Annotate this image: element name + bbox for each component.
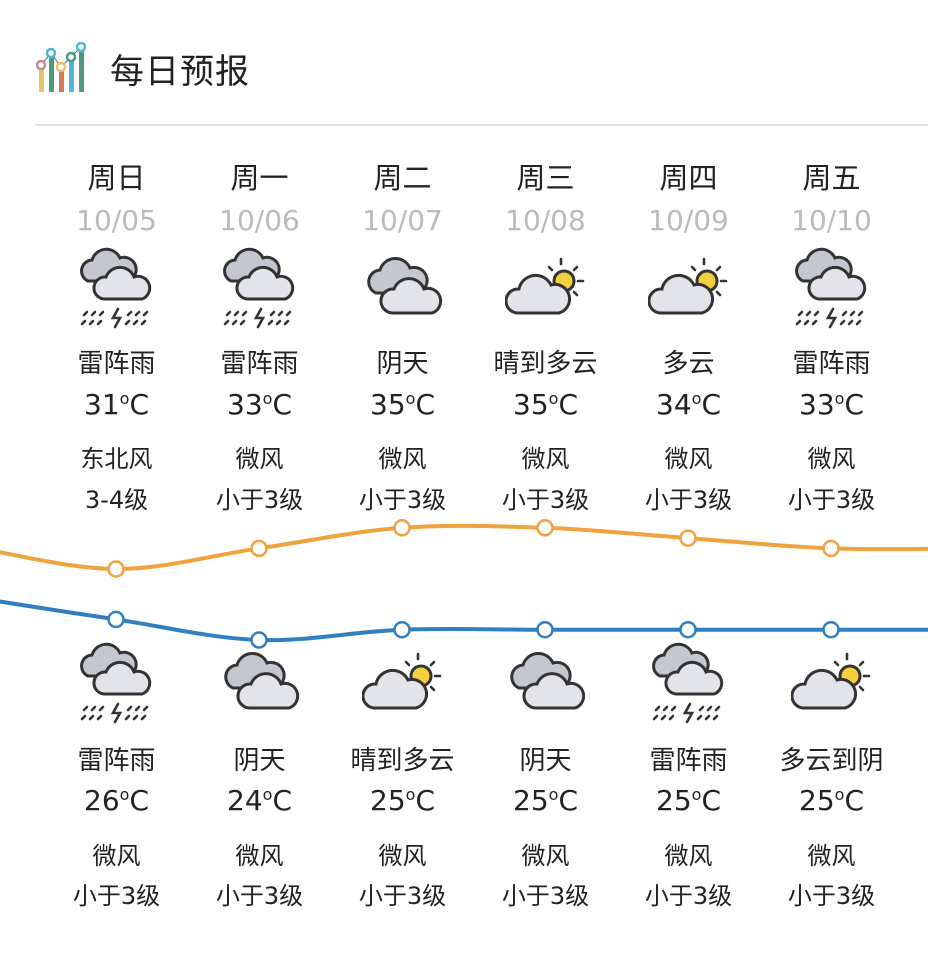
day-condition: 雷阵雨 bbox=[77, 349, 156, 379]
bar-chart-icon bbox=[36, 42, 87, 92]
day-wind-direction: 微风 bbox=[235, 445, 284, 473]
night-wind-level: 小于3级 bbox=[787, 882, 876, 910]
day-condition: 多云 bbox=[662, 349, 715, 379]
day-wind-direction: 东北风 bbox=[80, 445, 153, 473]
high-temp: 34oC bbox=[656, 388, 721, 421]
date: 10/05 bbox=[76, 204, 157, 237]
low-temp-point bbox=[107, 610, 125, 629]
low-temp-point bbox=[393, 620, 411, 639]
night-wind-direction: 微风 bbox=[378, 842, 427, 870]
low-temp-point bbox=[250, 631, 268, 649]
night-wind-direction: 微风 bbox=[807, 842, 856, 870]
high-temp-point bbox=[822, 539, 840, 558]
night-condition: 晴到多云 bbox=[350, 746, 455, 776]
weekday: 周三 bbox=[516, 161, 575, 195]
high-temp: 33oC bbox=[799, 388, 864, 421]
day-wind-direction: 微风 bbox=[664, 445, 713, 473]
day-wind-level: 3-4级 bbox=[84, 486, 149, 514]
high-temp-point bbox=[536, 519, 554, 537]
day-wind-level: 小于3级 bbox=[787, 486, 876, 514]
low-temp: 24oC bbox=[227, 784, 292, 817]
low-temp: 26oC bbox=[84, 784, 149, 817]
night-wind-level: 小于3级 bbox=[644, 882, 733, 910]
weekday: 周四 bbox=[659, 161, 718, 195]
night-wind-level: 小于3级 bbox=[215, 882, 304, 910]
low-temp-point bbox=[536, 620, 554, 639]
high-temp-point bbox=[107, 560, 125, 578]
date: 10/07 bbox=[362, 204, 443, 237]
day-wind-level: 小于3级 bbox=[644, 486, 733, 514]
high-temp: 33oC bbox=[227, 388, 292, 421]
day-condition: 阴天 bbox=[376, 349, 429, 379]
high-temp-point bbox=[393, 519, 411, 537]
high-temp-point bbox=[679, 529, 697, 547]
high-temp-line bbox=[0, 523, 928, 572]
low-temp: 25oC bbox=[799, 784, 864, 817]
section-header: 每日预报 bbox=[36, 40, 250, 96]
day-condition: 雷阵雨 bbox=[220, 349, 299, 379]
section-title: 每日预报 bbox=[110, 51, 250, 92]
low-temp: 25oC bbox=[513, 784, 578, 817]
date: 10/06 bbox=[219, 204, 300, 237]
night-wind-direction: 微风 bbox=[235, 842, 284, 870]
night-wind-direction: 微风 bbox=[664, 842, 713, 870]
night-wind-direction: 微风 bbox=[521, 842, 570, 870]
night-condition: 多云到阴 bbox=[779, 746, 884, 776]
high-temp: 31oC bbox=[84, 388, 149, 421]
night-condition: 阴天 bbox=[519, 746, 572, 776]
divider bbox=[35, 124, 928, 126]
day-wind-direction: 微风 bbox=[378, 445, 427, 473]
night-wind-level: 小于3级 bbox=[501, 882, 590, 910]
weekday: 周二 bbox=[373, 161, 432, 195]
day-wind-level: 小于3级 bbox=[215, 486, 304, 514]
weekday: 周一 bbox=[230, 161, 289, 195]
day-wind-level: 小于3级 bbox=[501, 486, 590, 514]
night-condition: 雷阵雨 bbox=[649, 746, 728, 776]
day-wind-direction: 微风 bbox=[521, 445, 570, 473]
weekday: 周日 bbox=[87, 161, 146, 195]
night-wind-direction: 微风 bbox=[92, 842, 141, 870]
high-temp-point bbox=[250, 539, 268, 558]
day-wind-direction: 微风 bbox=[807, 445, 856, 473]
date: 10/08 bbox=[505, 204, 586, 237]
weekday: 周五 bbox=[802, 161, 861, 195]
high-temp: 35oC bbox=[370, 388, 435, 421]
night-wind-level: 小于3级 bbox=[72, 882, 161, 910]
night-condition: 阴天 bbox=[233, 746, 286, 776]
low-temp-point bbox=[679, 620, 697, 639]
date: 10/09 bbox=[648, 204, 729, 237]
low-temp: 25oC bbox=[656, 784, 721, 817]
date: 10/10 bbox=[791, 204, 872, 237]
day-condition: 雷阵雨 bbox=[792, 349, 871, 379]
low-temp-point bbox=[822, 620, 840, 639]
low-temp: 25oC bbox=[370, 784, 435, 817]
low-temp-line bbox=[0, 599, 928, 643]
day-wind-level: 小于3级 bbox=[358, 486, 447, 514]
night-wind-level: 小于3级 bbox=[358, 882, 447, 910]
night-condition: 雷阵雨 bbox=[77, 746, 156, 776]
day-condition: 晴到多云 bbox=[493, 349, 598, 379]
high-temp: 35oC bbox=[513, 388, 578, 421]
